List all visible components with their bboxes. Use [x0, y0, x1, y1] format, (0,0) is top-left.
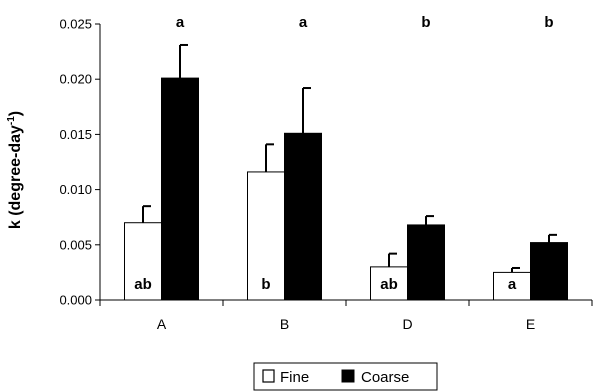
x-tick-label: A — [157, 316, 167, 332]
bar-coarse-d — [407, 224, 445, 301]
y-axis-label-close: ) — [7, 111, 24, 116]
y-tick-label: 0.000 — [59, 293, 92, 308]
y-axis-label-superscript: -1 — [6, 116, 17, 125]
y-tick-label: 0.015 — [59, 127, 92, 142]
y-tick-label: 0.010 — [59, 182, 92, 197]
bar-fine-b — [247, 171, 285, 301]
x-tick-label: E — [526, 316, 535, 332]
y-axis-label-main: k (degree-day — [7, 125, 24, 229]
legend: Fine Coarse — [253, 362, 438, 391]
in-bar-label-e: a — [508, 276, 517, 293]
top-label-e: b — [544, 14, 553, 31]
in-bar-label-b: b — [261, 276, 270, 293]
bars-layer — [124, 77, 568, 301]
bar-coarse-e — [530, 242, 568, 301]
in-bar-label-d: ab — [380, 276, 398, 293]
y-tick-label: 0.005 — [59, 237, 92, 252]
y-tick-label: 0.025 — [59, 17, 92, 32]
bar-coarse-b — [284, 132, 322, 301]
legend-label-fine: Fine — [280, 369, 309, 386]
error-bars-layer — [142, 43, 557, 273]
top-label-a: a — [176, 14, 185, 31]
in-bar-labels-layer: ab b ab a — [134, 276, 517, 293]
in-bar-label-a: ab — [134, 276, 152, 293]
legend-swatch-coarse — [341, 369, 355, 383]
top-label-d: b — [421, 14, 430, 31]
y-tick-label: 0.020 — [59, 72, 92, 87]
y-axis-label: k (degree-day-1) — [6, 111, 24, 229]
bar-fine-a — [124, 222, 162, 301]
top-label-b: a — [299, 14, 308, 31]
x-tick-label: B — [280, 316, 289, 332]
x-tick-label: D — [402, 316, 412, 332]
bar-coarse-a — [161, 77, 199, 301]
legend-swatch-fine — [262, 369, 275, 383]
y-ticks-layer: 0.000 0.005 0.010 0.015 0.020 0.025 — [59, 17, 100, 308]
legend-label-coarse: Coarse — [361, 369, 409, 386]
